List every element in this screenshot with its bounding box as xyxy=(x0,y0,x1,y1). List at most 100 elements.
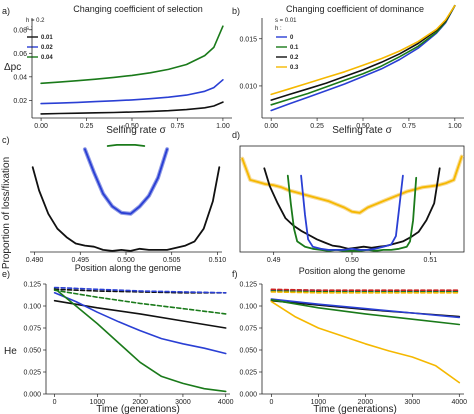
panel-a-ytick-label: 0.02 xyxy=(13,98,27,105)
panel-a-legend: h = 0.2 s : 0.01 0.02 0.04 xyxy=(26,18,53,61)
panel-f-xtick-label: 2000 xyxy=(358,399,374,406)
panel-f-ytick-label: 0.125 xyxy=(239,282,257,289)
panel-f-ytick-label: 0.000 xyxy=(239,392,257,399)
panel-f-xtick-label: 3000 xyxy=(405,399,421,406)
panel-e-ytick-label: 0.000 xyxy=(23,392,41,399)
panel-b-xtick-label: 0.50 xyxy=(356,123,370,130)
panel-f-xlabel: Time (generations) xyxy=(313,404,397,414)
panel-b-xtick-label: 0.75 xyxy=(402,123,416,130)
panel-e-ytick-label: 0.125 xyxy=(23,282,41,289)
panel-c-ylabel: Proportion of loss/fixation xyxy=(1,157,12,269)
panel-e-label: e) xyxy=(2,269,10,279)
panel-e-ylabel: He xyxy=(4,346,17,357)
panel-c-label: c) xyxy=(2,135,10,145)
panel-d-xtick-label: 0.50 xyxy=(345,257,359,264)
panel-b-ytick-label: 0.015 xyxy=(239,36,257,43)
panel-c-xtick-label: 0.505 xyxy=(163,257,181,264)
panel-f-ytick-label: 0.050 xyxy=(239,348,257,355)
panel-a-series-line xyxy=(40,25,224,85)
panel-c-series-line xyxy=(84,148,168,215)
panel-d-series-line xyxy=(286,174,418,252)
panel-b-xlabel: Selfing rate σ xyxy=(332,125,392,136)
panel-f-series-line xyxy=(270,299,461,326)
panel-b-legend: s = 0.01 h : 0 0.1 0.2 0.3 xyxy=(275,18,299,71)
panel-a-legend-item-3: 0.04 xyxy=(41,55,53,61)
panel-e-series-line xyxy=(53,287,227,393)
panel-c-xtick-label: 0.510 xyxy=(209,257,227,264)
panel-e-series-line xyxy=(53,289,227,315)
panel-b-xtick-label: 0.25 xyxy=(310,123,324,130)
panel-c-series-line xyxy=(106,144,146,147)
panel-a-ylabel: Δpc xyxy=(4,62,21,73)
panel-a-legend-header: h = 0.2 xyxy=(26,18,45,24)
panel-e-xtick-label: 2000 xyxy=(132,399,148,406)
panel-a-legend-item-1: 0.01 xyxy=(41,35,53,41)
panel-f-ytick-label: 0.025 xyxy=(239,370,257,377)
panel-d-xlabel: Position along the genome xyxy=(299,266,406,276)
panel-e-series-line xyxy=(53,299,227,329)
panel-f-series-line xyxy=(270,291,461,294)
panel-b-legend-item-4: 0.3 xyxy=(290,65,299,71)
panel-c-xtick-label: 0.495 xyxy=(72,257,90,264)
panel-a-legend-item-2: 0.02 xyxy=(41,45,53,51)
panel-b-series-line xyxy=(270,4,456,106)
panel-f-xtick-label: 0 xyxy=(269,399,273,406)
panel-f-label: f) xyxy=(232,269,238,279)
panel-f-ytick-label: 0.075 xyxy=(239,326,257,333)
panel-f-series-line xyxy=(270,300,461,384)
panel-e-xtick-label: 1000 xyxy=(90,399,106,406)
panel-e-series-line xyxy=(53,286,227,294)
panel-f-xtick-label: 1000 xyxy=(311,399,327,406)
panel-a-title: Changing coefficient of selection xyxy=(73,4,202,14)
panel-a-ytick-label: 0.08 xyxy=(13,27,27,34)
panel-a-ytick-label: 0.04 xyxy=(13,74,27,81)
panel-a-xtick-label: 0.75 xyxy=(171,123,185,130)
panel-e-ytick-label: 0.025 xyxy=(23,370,41,377)
panel-f-series-line xyxy=(270,298,461,319)
panel-e-xlabel: Time (generations) xyxy=(96,404,180,414)
panel-a-ytick-label: 0.06 xyxy=(13,51,27,58)
panel-b-legend-item-2: 0.1 xyxy=(290,45,299,51)
panel-e-ytick-label: 0.050 xyxy=(23,348,41,355)
panel-e-xtick-label: 0 xyxy=(53,399,57,406)
panel-f-series-line xyxy=(270,290,461,293)
panel-e-ytick-label: 0.100 xyxy=(23,304,41,311)
panel-c-series-line xyxy=(31,166,221,252)
panel-a-xtick-label: 1.00 xyxy=(216,123,230,130)
panel-c-xtick-label: 0.490 xyxy=(26,257,44,264)
panel-d-series-line xyxy=(241,155,463,214)
panel-f-xtick-label: 4000 xyxy=(452,399,468,406)
panel-f-ytick-label: 0.100 xyxy=(239,304,257,311)
panel-f-series-line xyxy=(270,288,461,291)
panel-b-legend-item-1: 0 xyxy=(290,35,294,41)
panel-b-xtick-label: 0.00 xyxy=(264,123,278,130)
panel-b-series-line xyxy=(270,4,456,96)
panel-a-legend-subheader: s : xyxy=(26,26,33,32)
panel-a-xtick-label: 0.50 xyxy=(125,123,139,130)
panel-e-series-line xyxy=(53,292,227,355)
panel-b-label: b) xyxy=(232,6,240,16)
panel-d-xtick-label: 0.51 xyxy=(424,257,438,264)
plots-layer: 0.00 0.25 0.50 0.75 1.00 0.02 0.04 0.06 0.08 0.00… xyxy=(13,4,468,406)
panel-a-xlabel: Selfing rate σ xyxy=(106,125,166,136)
panel-b-title: Changing coefficient of dominance xyxy=(286,4,424,14)
panel-b-legend-subheader: h : xyxy=(275,26,282,32)
panel-a-label: a) xyxy=(2,6,10,16)
panel-e-ytick-label: 0.075 xyxy=(23,326,41,333)
panel-e-xtick-label: 3000 xyxy=(175,399,191,406)
panel-a-series-line xyxy=(40,101,224,115)
panel-a-xtick-label: 0.25 xyxy=(80,123,94,130)
panel-a-series-line xyxy=(40,79,224,105)
panel-c-xlabel: Position along the genome xyxy=(75,263,182,273)
panel-b-legend-header: s = 0.01 xyxy=(275,18,297,24)
panel-d-label: d) xyxy=(232,130,240,140)
panel-b-ytick-label: 0.010 xyxy=(239,83,257,90)
panel-c-xtick-label: 0.500 xyxy=(117,257,135,264)
panel-e-xtick-label: 4000 xyxy=(218,399,234,406)
panel-a-xtick-label: 0.00 xyxy=(34,123,48,130)
panel-b-series-line xyxy=(270,4,456,112)
panel-d-xtick-label: 0.49 xyxy=(267,257,281,264)
panel-b-xtick-label: 1.00 xyxy=(448,123,462,130)
panel-d-series-line xyxy=(300,174,404,251)
